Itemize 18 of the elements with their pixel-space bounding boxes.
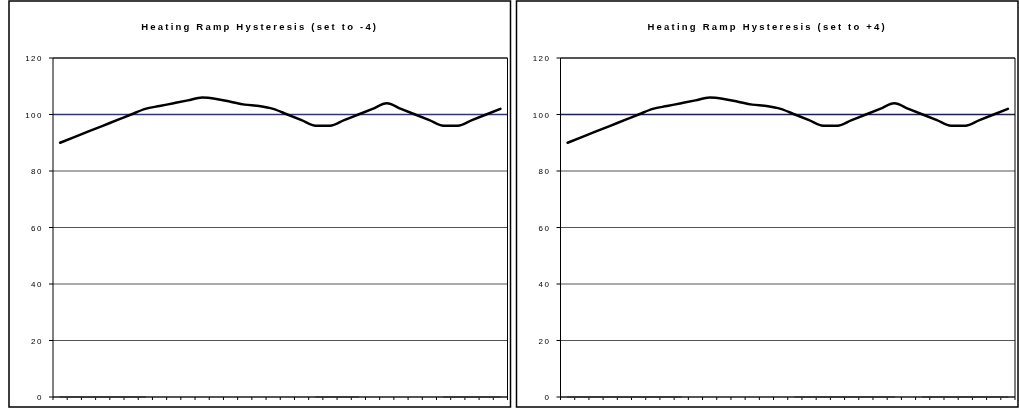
y-tick-label: 60 <box>538 223 551 233</box>
line-series <box>58 96 502 144</box>
y-tick-label: 0 <box>37 393 43 402</box>
y-tick-label: 40 <box>538 280 551 289</box>
y-tick-label: 120 <box>532 54 551 63</box>
chart-title: Heating Ramp Hysteresis (set to +4) <box>647 21 887 32</box>
y-tick-label: 0 <box>544 393 551 402</box>
y-tick-label: 80 <box>538 167 551 176</box>
y-tick-label: 20 <box>31 336 43 346</box>
chart-title: Heating Ramp Hysteresis (set to -4) <box>141 21 379 32</box>
y-tick-label: 100 <box>532 110 551 120</box>
y-tick-label: 80 <box>31 167 43 176</box>
y-tick-label: 120 <box>25 54 43 63</box>
y-tick-label: 40 <box>31 280 43 289</box>
line-series <box>566 96 1010 144</box>
y-tick-label: 20 <box>538 336 551 346</box>
y-tick-label: 60 <box>31 223 43 233</box>
y-tick-label: 100 <box>25 110 43 120</box>
